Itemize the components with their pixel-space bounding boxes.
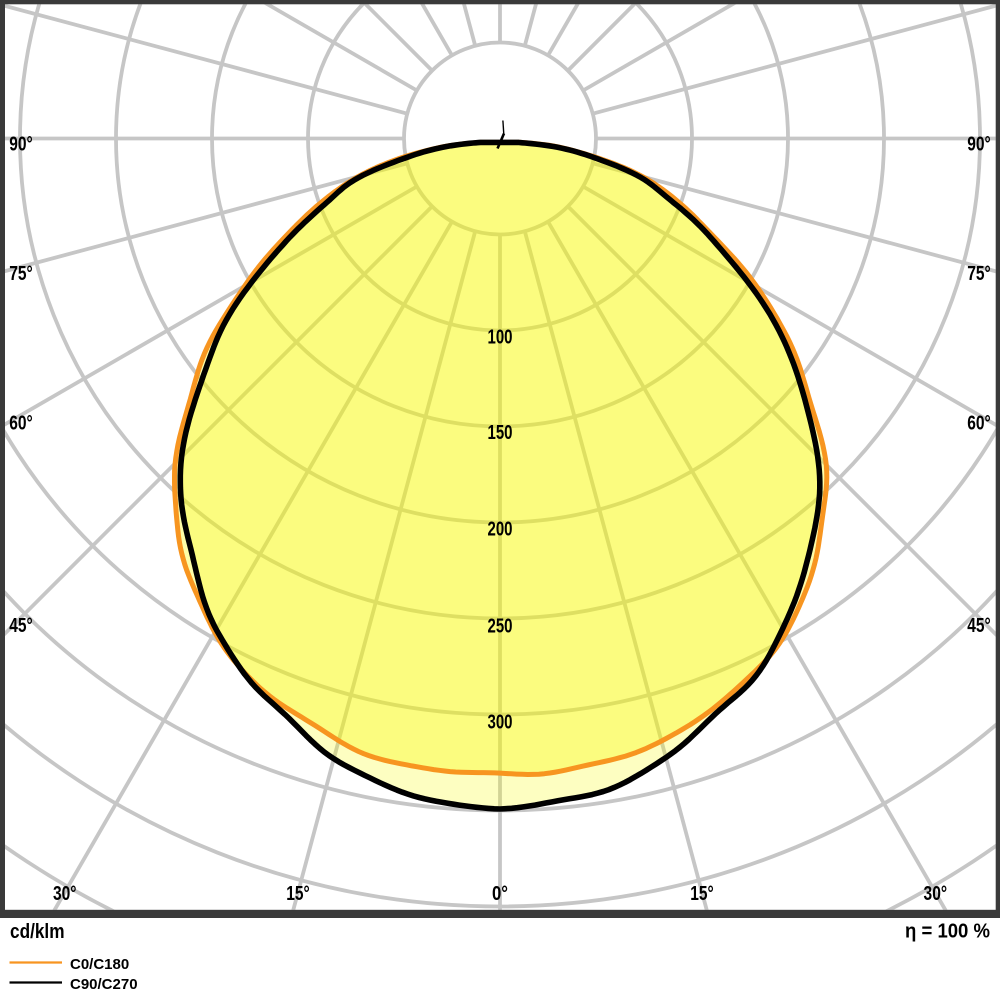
svg-text:90°: 90° [967,134,991,156]
svg-text:200: 200 [488,519,513,541]
svg-text:90°: 90° [9,134,33,156]
svg-text:100: 100 [488,327,513,349]
svg-text:15°: 15° [690,883,714,905]
svg-text:300: 300 [488,712,513,734]
svg-text:30°: 30° [924,883,948,905]
svg-text:250: 250 [488,616,513,638]
svg-text:150: 150 [488,422,513,444]
svg-text:0°: 0° [492,883,508,905]
svg-text:C0/C180: C0/C180 [70,956,129,973]
svg-text:60°: 60° [967,412,991,434]
svg-text:15°: 15° [286,883,310,905]
svg-text:30°: 30° [53,883,77,905]
svg-text:75°: 75° [9,263,33,285]
svg-text:45°: 45° [967,615,991,637]
svg-text:45°: 45° [9,615,33,637]
svg-text:75°: 75° [967,263,991,285]
svg-text:60°: 60° [9,412,33,434]
svg-text:η = 100 %: η = 100 % [905,921,990,943]
svg-text:C90/C270: C90/C270 [70,976,138,993]
svg-text:cd/klm: cd/klm [10,921,65,943]
